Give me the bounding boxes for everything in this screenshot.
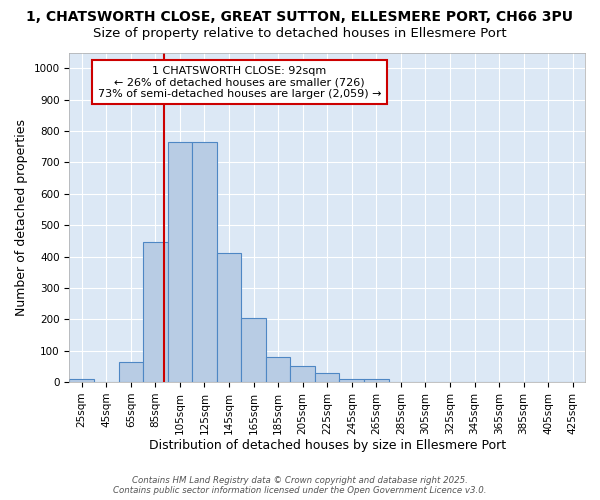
Text: Contains HM Land Registry data © Crown copyright and database right 2025.
Contai: Contains HM Land Registry data © Crown c… <box>113 476 487 495</box>
Bar <box>167 142 192 382</box>
Y-axis label: Number of detached properties: Number of detached properties <box>15 119 28 316</box>
Bar <box>266 357 290 382</box>
Bar <box>70 379 94 382</box>
Bar <box>143 242 167 382</box>
Text: 1 CHATSWORTH CLOSE: 92sqm
← 26% of detached houses are smaller (726)
73% of semi: 1 CHATSWORTH CLOSE: 92sqm ← 26% of detac… <box>98 66 381 99</box>
Bar <box>241 318 266 382</box>
Bar <box>192 142 217 382</box>
X-axis label: Distribution of detached houses by size in Ellesmere Port: Distribution of detached houses by size … <box>149 440 506 452</box>
Bar <box>315 372 340 382</box>
Text: Size of property relative to detached houses in Ellesmere Port: Size of property relative to detached ho… <box>93 28 507 40</box>
Bar <box>340 379 364 382</box>
Text: 1, CHATSWORTH CLOSE, GREAT SUTTON, ELLESMERE PORT, CH66 3PU: 1, CHATSWORTH CLOSE, GREAT SUTTON, ELLES… <box>26 10 574 24</box>
Bar <box>290 366 315 382</box>
Bar <box>217 254 241 382</box>
Bar <box>364 379 389 382</box>
Bar <box>119 362 143 382</box>
